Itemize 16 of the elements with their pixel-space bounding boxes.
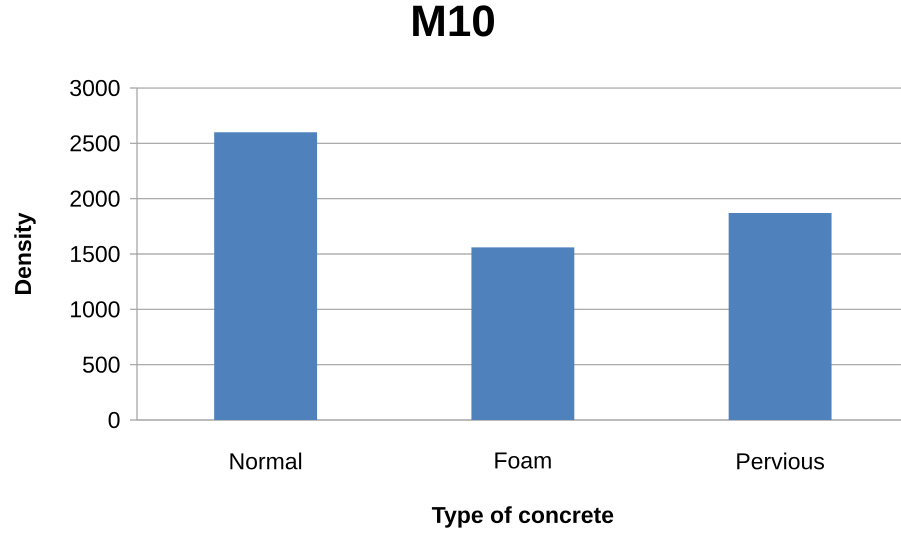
y-axis-title: Density <box>14 212 36 294</box>
bar <box>728 213 832 420</box>
y-tick-label: 500 <box>83 356 120 373</box>
x-tick-label: Foam <box>495 452 551 469</box>
chart-title: M10 <box>413 5 494 36</box>
y-tick-label: 1000 <box>71 301 120 318</box>
x-axis-title: Type of concrete <box>432 506 614 528</box>
y-tick-label: 0 <box>108 412 120 428</box>
y-tick-label: 2500 <box>70 135 120 152</box>
y-tick-label: 2000 <box>70 190 120 207</box>
x-tick-label: Pervious <box>737 452 824 470</box>
bar <box>214 132 318 420</box>
x-tick-label: Normal <box>230 452 302 470</box>
y-tick-label: 1500 <box>71 246 120 262</box>
bar <box>471 247 574 420</box>
y-tick-label: 3000 <box>70 80 120 96</box>
